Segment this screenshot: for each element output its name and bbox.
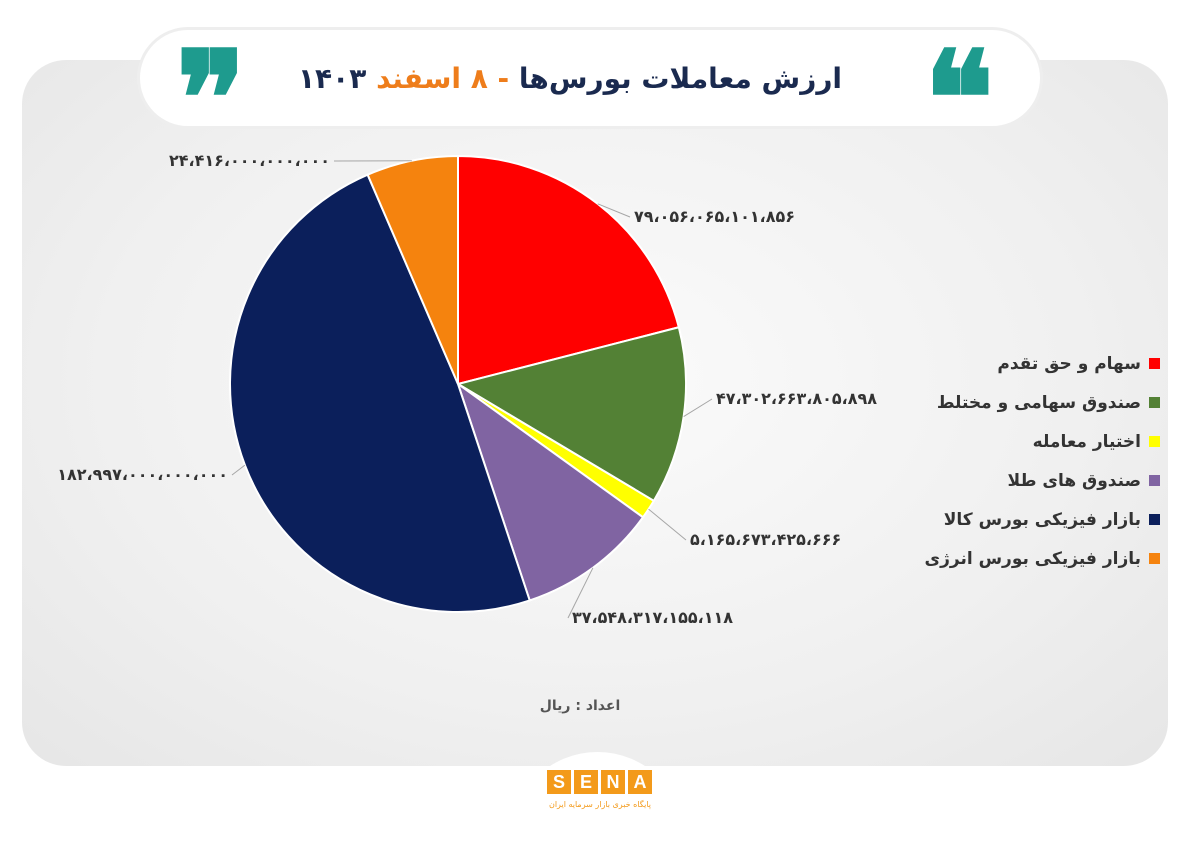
legend-swatch-0: [1149, 358, 1160, 369]
legend-swatch-2: [1149, 436, 1160, 447]
legend-label-4: بازار فیزیکی بورس کالا: [944, 510, 1141, 530]
legend-label-1: صندوق سهامی و مختلط: [937, 393, 1141, 413]
logo-subtitle: پایگاه خبری بازار سرمایه ایران: [540, 800, 660, 809]
legend-item-0: سهام و حق تقدم: [880, 344, 1160, 383]
sena-logo: S E N A: [547, 770, 652, 794]
logo-letter-e: E: [574, 770, 598, 794]
legend-item-5: بازار فیزیکی بورس انرژی: [880, 539, 1160, 578]
legend-swatch-5: [1149, 553, 1160, 564]
legend-label-3: صندوق های طلا: [1008, 471, 1141, 491]
data-label-1: ۴۷،۳۰۲،۶۶۳،۸۰۵،۸۹۸: [716, 389, 877, 408]
leader-line-2: [649, 509, 686, 540]
legend-item-4: بازار فیزیکی بورس کالا: [880, 500, 1160, 539]
legend-label-5: بازار فیزیکی بورس انرژی: [925, 549, 1141, 569]
legend-swatch-1: [1149, 397, 1160, 408]
legend-label-2: اختیار معامله: [1033, 432, 1141, 452]
legend-label-0: سهام و حق تقدم: [997, 354, 1141, 374]
leader-line-1: [684, 399, 712, 417]
leader-line-4: [232, 465, 245, 475]
data-label-5: ۲۴،۴۱۶،۰۰۰،۰۰۰،۰۰۰: [169, 151, 330, 170]
legend-swatch-4: [1149, 514, 1160, 525]
legend-item-2: اختیار معامله: [880, 422, 1160, 461]
data-label-3: ۳۷،۵۴۸،۳۱۷،۱۵۵،۱۱۸: [572, 608, 733, 627]
logo-letter-n: N: [601, 770, 625, 794]
data-label-4: ۱۸۲،۹۹۷،۰۰۰،۰۰۰،۰۰۰: [57, 465, 228, 484]
legend-swatch-3: [1149, 475, 1160, 486]
logo-letter-s: S: [547, 770, 571, 794]
logo-letter-a: A: [628, 770, 652, 794]
unit-note: اعداد : ریال: [500, 698, 660, 714]
legend-item-3: صندوق های طلا: [880, 461, 1160, 500]
chart-legend: سهام و حق تقدم صندوق سهامی و مختلط اختیار …: [880, 344, 1160, 578]
data-label-2: ۵،۱۶۵،۶۷۳،۴۲۵،۶۶۶: [690, 530, 841, 549]
legend-item-1: صندوق سهامی و مختلط: [880, 383, 1160, 422]
data-label-0: ۷۹،۰۵۶،۰۶۵،۱۰۱،۸۵۶: [634, 207, 795, 226]
